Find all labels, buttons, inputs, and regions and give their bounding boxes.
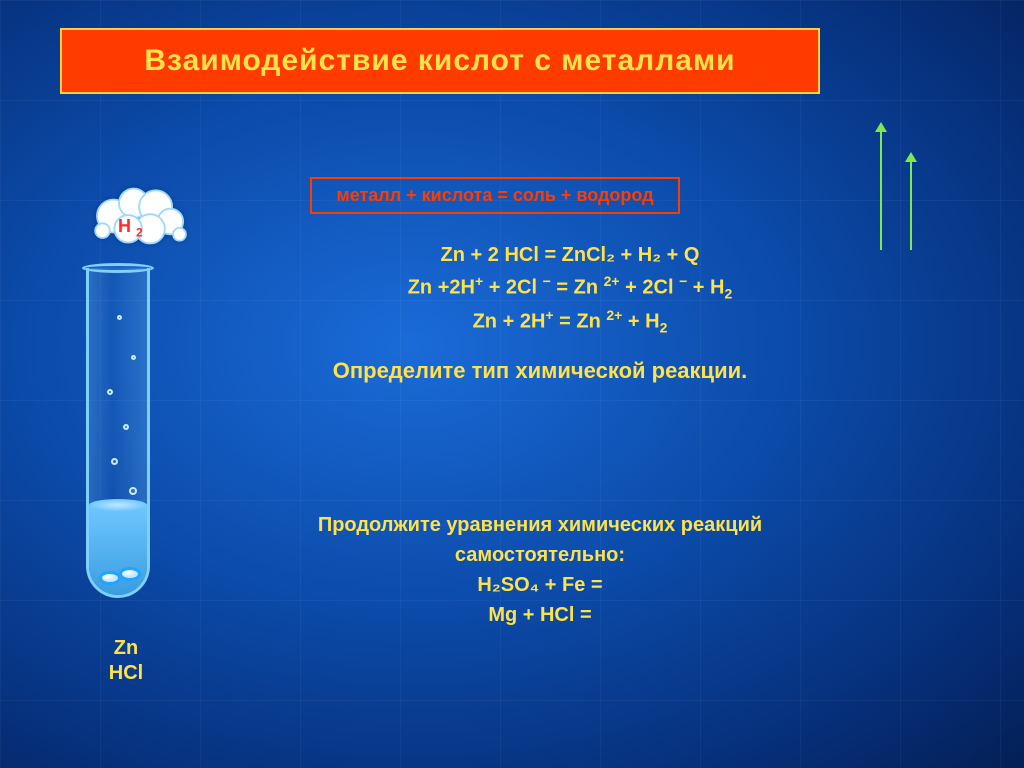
general-formula: металл + кислота = соль + водород xyxy=(336,185,653,205)
slide-title: Взаимодействие кислот с металлами xyxy=(144,44,735,77)
equation-3: Zn + 2H+ = Zn 2+ + H2 xyxy=(310,305,830,339)
task-continue-equations: Продолжите уравнения химических реакций … xyxy=(260,510,820,630)
tube-label-zn: Zn xyxy=(96,636,156,661)
task2-eq1: H₂SO₄ + Fe = xyxy=(260,570,820,600)
general-formula-box: металл + кислота = соль + водород xyxy=(310,177,680,214)
task2-eq2: Mg + HCl = xyxy=(260,600,820,630)
up-arrow-icon xyxy=(910,160,912,250)
test-tube-icon xyxy=(86,268,150,598)
tube-label-hcl: HCl xyxy=(96,661,156,686)
slide-title-box: Взаимодействие кислот с металлами xyxy=(60,28,820,94)
equation-2: Zn +2H+ + 2Cl − = Zn 2+ + 2Cl − + H2 xyxy=(310,271,830,305)
tube-contents-label: Zn HCl xyxy=(96,636,156,686)
task-determine-type: Определите тип химической реакции. xyxy=(260,358,820,384)
gas-label: H 2 xyxy=(118,216,143,240)
equation-1: Zn + 2 HCl = ZnCl₂ + H₂ + Q xyxy=(310,240,830,271)
task2-intro: Продолжите уравнения химических реакций … xyxy=(260,510,820,570)
up-arrow-icon xyxy=(880,130,882,250)
equations-block: Zn + 2 HCl = ZnCl₂ + H₂ + Q Zn +2H+ + 2C… xyxy=(310,240,830,340)
